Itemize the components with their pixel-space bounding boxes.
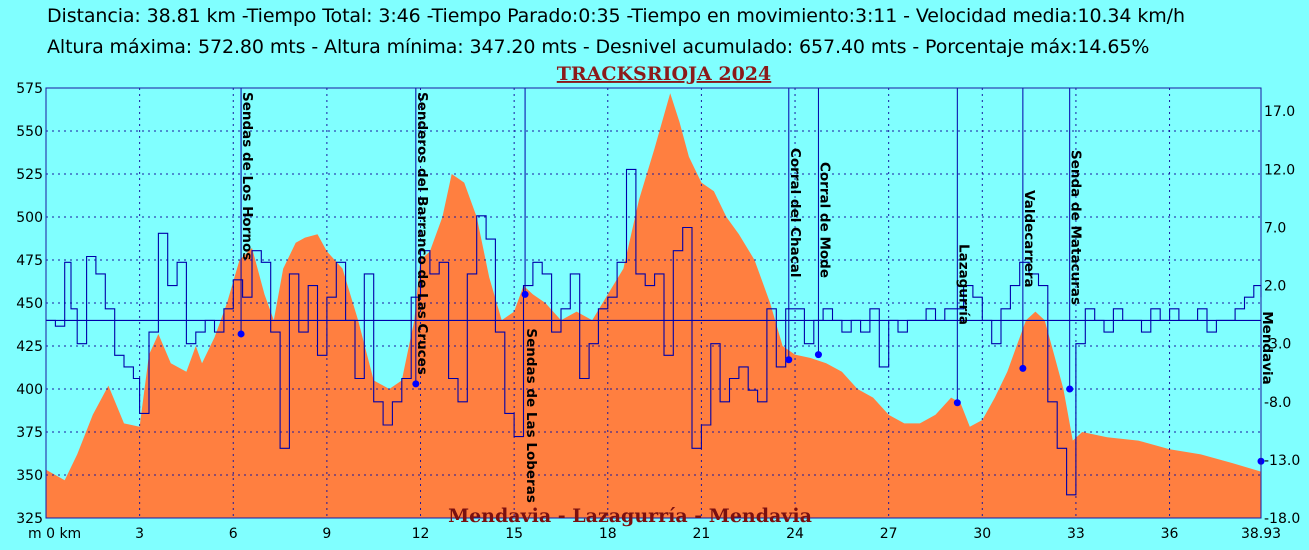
y-right-tick-label: 2.0 — [1264, 279, 1286, 295]
waypoint-label: Sendas de Las Loberas — [523, 328, 539, 502]
x-tick-label: 24 — [786, 526, 804, 542]
waypoint-marker[interactable] — [785, 356, 793, 364]
y-right-tick-label: 17.0 — [1264, 104, 1295, 120]
waypoint-label: Sendas de Los Hornos — [239, 92, 255, 260]
y-left-tick-label: 325 — [16, 511, 43, 527]
waypoint-label: Senderos del Barranco de Las Cruces — [414, 92, 430, 375]
y-right-tick-label: -18.0 — [1264, 511, 1300, 527]
x-tick-label: 33 — [1067, 526, 1085, 542]
y-right-tick-label: -8.0 — [1264, 395, 1291, 411]
waypoint-marker[interactable] — [412, 380, 420, 388]
x-tick-label: 18 — [599, 526, 617, 542]
waypoint-marker[interactable] — [1066, 385, 1074, 393]
waypoint-label: Senda de Matacuras — [1068, 150, 1084, 305]
x-end-label: 38.93 — [1241, 526, 1281, 542]
x-tick-label: 36 — [1161, 526, 1179, 542]
y-right-tick-label: 12.0 — [1264, 162, 1295, 178]
y-left-tick-label: 525 — [16, 167, 43, 183]
stats-line-distance-time: Distancia: 38.81 km -Tiempo Total: 3:46 … — [47, 5, 1185, 27]
x-tick-label: 30 — [973, 526, 991, 542]
y-left-tick-label: 425 — [16, 339, 43, 355]
elevation-area — [46, 93, 1261, 518]
y-right-tick-label: 7.0 — [1264, 220, 1286, 236]
waypoint-label: Corral del Chacal — [787, 148, 803, 277]
y-left-tick-label: 500 — [16, 210, 43, 226]
plot-frame — [45, 87, 1262, 519]
slope-series-line — [46, 168, 1262, 496]
x-tick-label: 12 — [412, 526, 430, 542]
y-left-tick-label: 400 — [16, 382, 43, 398]
waypoint-label: Mendavia — [1259, 311, 1275, 385]
waypoint-marker[interactable] — [237, 330, 245, 338]
waypoint-marker[interactable] — [953, 399, 961, 407]
x-tick-label: 27 — [880, 526, 898, 542]
y-left-tick-label: 350 — [16, 468, 43, 484]
y-right-tick-label: -13.0 — [1264, 453, 1300, 469]
route-subtitle: Mendavia - Lazagurría - Mendavia — [448, 505, 812, 527]
x-tick-label: 3 — [135, 526, 144, 542]
y-left-tick-label: 550 — [16, 124, 43, 140]
waypoint-label: Corral de Mode — [816, 162, 832, 278]
y-left-tick-label: 450 — [16, 296, 43, 312]
waypoint-marker[interactable] — [521, 290, 529, 298]
x-tick-label: 6 — [229, 526, 238, 542]
stats-line-altitude: Altura máxima: 572.80 mts - Altura mínim… — [47, 36, 1150, 58]
waypoint-label: Valdecarrera — [1021, 190, 1037, 288]
chart-title: TRACKSRIOJA 2024 — [557, 63, 771, 85]
waypoint-label: Lazagurría — [955, 244, 971, 325]
x-tick-label: 21 — [692, 526, 710, 542]
x-tick-label: 9 — [322, 526, 331, 542]
y-left-tick-label: 475 — [16, 253, 43, 269]
x-tick-label: 15 — [505, 526, 523, 542]
waypoint-marker[interactable] — [814, 351, 822, 359]
waypoint-marker[interactable] — [1019, 364, 1027, 372]
y-right-tick-label: -3.0 — [1264, 337, 1291, 353]
y-left-tick-label: 375 — [16, 425, 43, 441]
y-left-tick-label: 575 — [16, 81, 43, 97]
x-origin-label: m 0 km — [28, 526, 81, 542]
